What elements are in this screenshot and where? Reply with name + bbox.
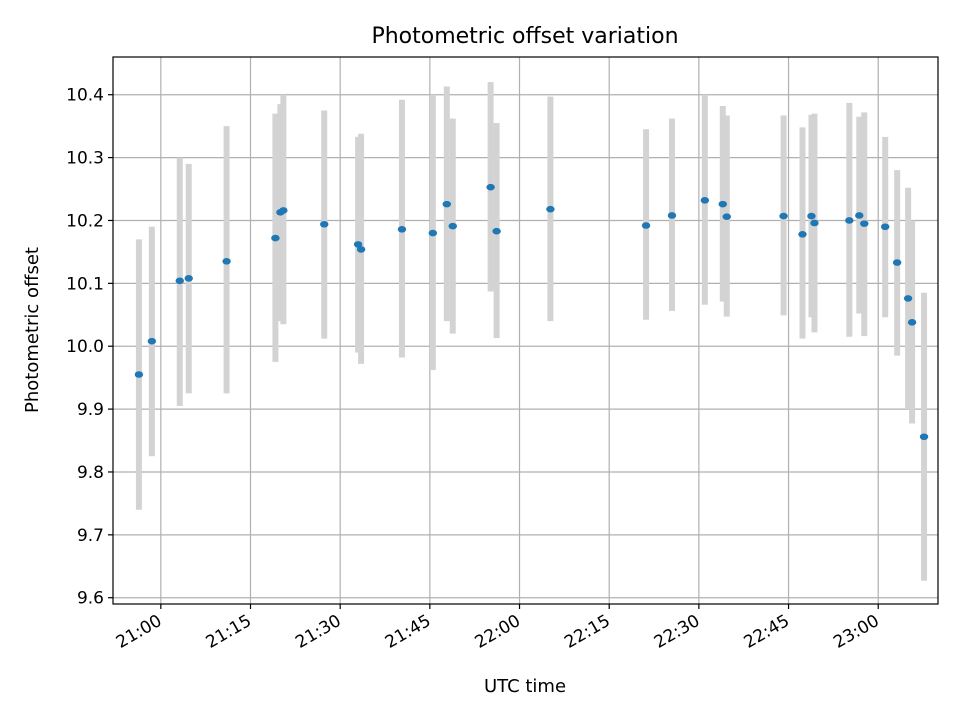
data-points <box>134 183 929 441</box>
y-tick-label: 10.0 <box>66 337 104 357</box>
data-point <box>175 277 184 285</box>
data-point <box>353 241 363 248</box>
x-axis-label: UTC time <box>484 676 566 697</box>
data-point <box>428 229 438 237</box>
data-point <box>798 231 807 238</box>
data-point <box>722 213 731 220</box>
data-point <box>807 212 816 220</box>
grid <box>113 57 938 604</box>
data-point <box>845 217 854 224</box>
plot-frame <box>112 56 939 605</box>
data-point <box>222 258 231 265</box>
data-point <box>442 200 451 208</box>
data-point <box>919 433 929 441</box>
y-tick-label: 10.3 <box>66 149 104 169</box>
data-point <box>184 275 193 282</box>
data-point <box>356 246 366 253</box>
y-tick-label: 10.1 <box>66 274 104 294</box>
data-point <box>134 371 144 378</box>
data-point <box>147 337 157 345</box>
data-point <box>779 212 788 220</box>
data-point <box>546 205 555 213</box>
data-point <box>855 212 864 219</box>
data-point <box>279 207 288 214</box>
data-point <box>667 212 677 219</box>
data-point <box>492 227 501 235</box>
data-point <box>641 222 651 229</box>
data-point <box>718 200 727 208</box>
data-point <box>907 319 917 326</box>
data-point <box>397 225 407 233</box>
data-point <box>700 197 710 204</box>
y-axis-label: Photometric offset <box>22 247 43 413</box>
y-tick-label: 9.7 <box>77 526 104 546</box>
y-tick-label: 10.2 <box>66 211 104 231</box>
data-point <box>892 259 902 266</box>
data-point <box>860 220 869 227</box>
data-point <box>903 295 913 302</box>
y-tick-label: 9.6 <box>77 589 104 609</box>
chart-title: Photometric offset variation <box>371 24 678 49</box>
data-point <box>448 222 457 230</box>
data-point <box>320 220 329 228</box>
y-tick-label: 9.8 <box>77 463 104 483</box>
data-point <box>810 219 819 227</box>
y-tick-label: 10.4 <box>66 86 104 106</box>
data-point <box>880 223 890 231</box>
data-point <box>486 183 495 191</box>
data-point <box>271 234 280 242</box>
y-tick-label: 9.9 <box>77 400 104 420</box>
